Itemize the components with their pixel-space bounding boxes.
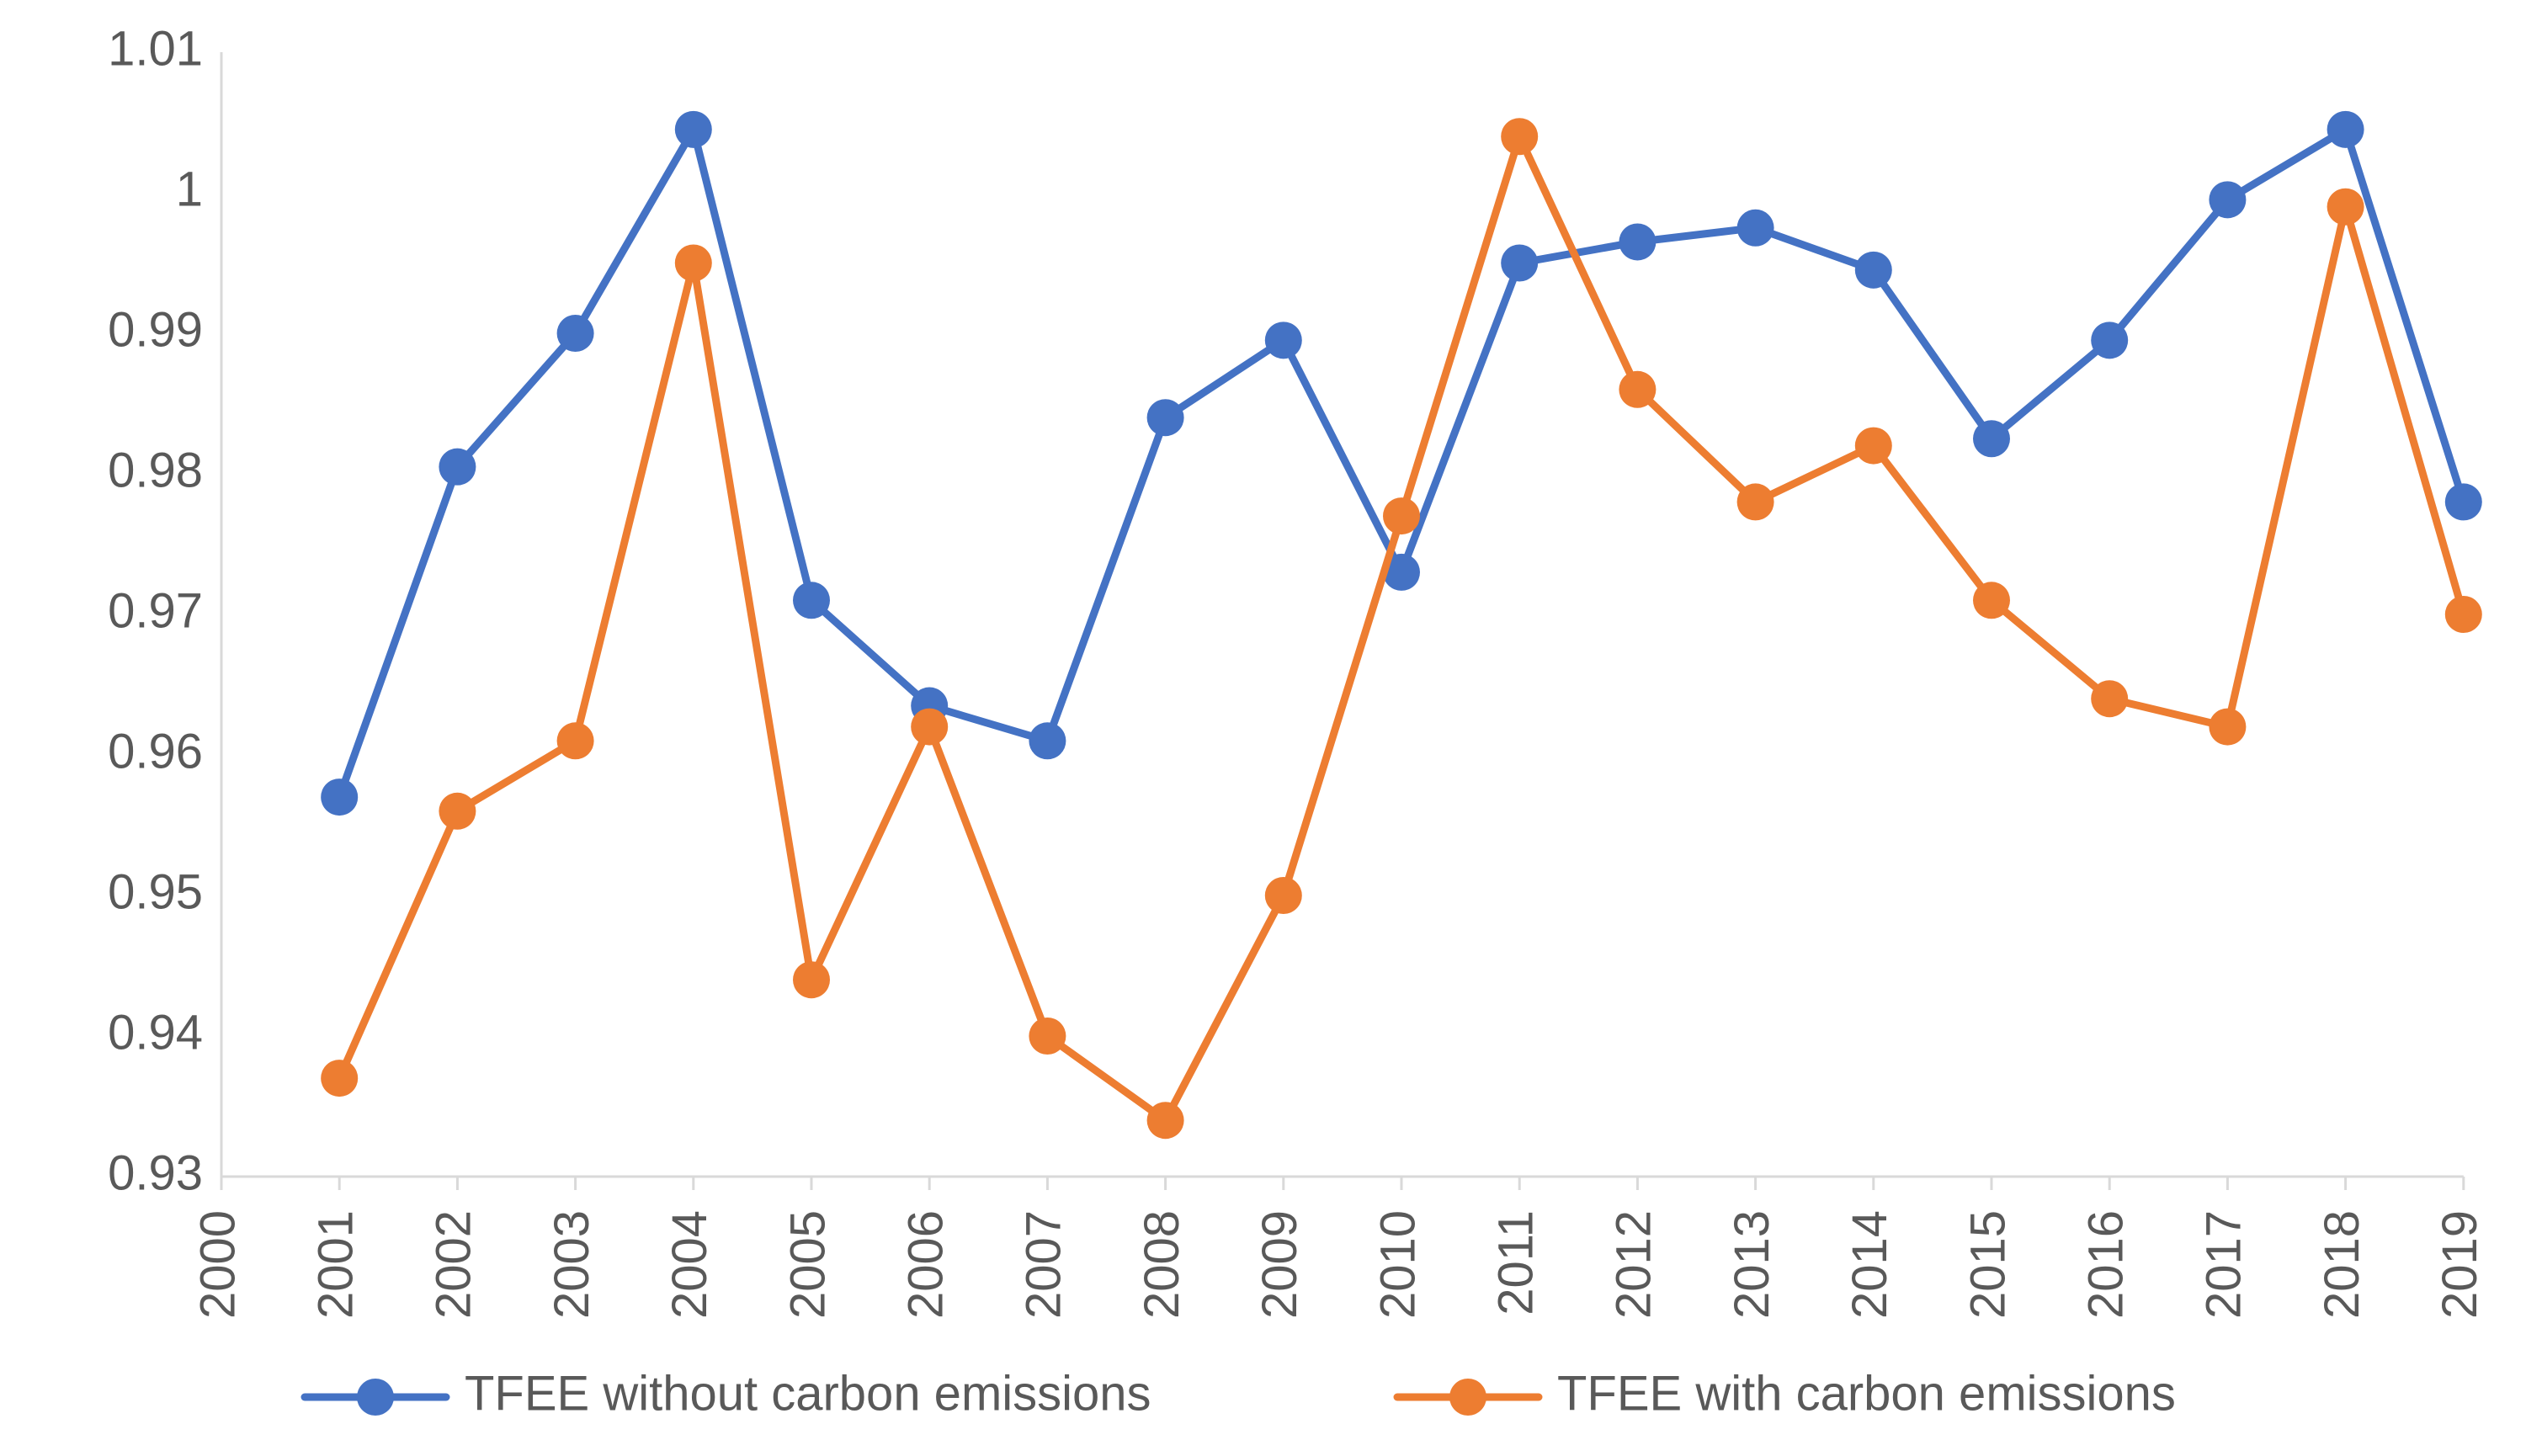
legend-marker xyxy=(357,1379,394,1416)
x-tick-label: 2013 xyxy=(1725,1210,1779,1319)
y-tick-label: 1.01 xyxy=(108,21,203,76)
data-point xyxy=(911,708,949,746)
data-point xyxy=(793,961,830,999)
y-tick-label: 0.97 xyxy=(108,583,203,638)
data-point xyxy=(1146,399,1184,437)
data-point xyxy=(2444,483,2482,521)
y-tick-label: 1 xyxy=(176,162,203,216)
x-tick-label: 2011 xyxy=(1489,1210,1544,1315)
data-point xyxy=(439,448,476,486)
data-point xyxy=(1029,1018,1066,1055)
data-point xyxy=(1501,244,1539,282)
data-point xyxy=(2091,680,2129,718)
y-tick-label: 0.94 xyxy=(108,1005,203,1060)
data-point xyxy=(556,315,594,352)
x-tick-label: 2015 xyxy=(1960,1210,2015,1319)
x-tick-label: 2007 xyxy=(1017,1210,1072,1319)
data-point xyxy=(556,722,594,760)
x-tick-label: 2012 xyxy=(1607,1210,1662,1319)
x-tick-label: 2006 xyxy=(899,1210,954,1319)
data-point xyxy=(1029,722,1066,760)
data-point xyxy=(439,792,476,830)
data-point xyxy=(1383,553,1420,591)
data-point xyxy=(2327,110,2364,148)
data-point xyxy=(1264,321,1302,359)
y-tick-label: 0.98 xyxy=(108,443,203,497)
data-point xyxy=(1264,877,1302,914)
data-point xyxy=(1383,497,1420,535)
x-tick-label: 2008 xyxy=(1135,1210,1189,1319)
data-point xyxy=(1619,370,1657,408)
data-point xyxy=(1501,118,1539,156)
x-tick-label: 2009 xyxy=(1252,1210,1307,1319)
y-tick-label: 0.99 xyxy=(108,302,203,357)
data-point xyxy=(1736,209,1774,247)
y-tick-label: 0.95 xyxy=(108,864,203,919)
data-point xyxy=(1619,223,1657,261)
data-point xyxy=(1146,1102,1184,1140)
data-point xyxy=(2444,596,2482,633)
data-point xyxy=(1973,420,2010,458)
data-point xyxy=(1736,483,1774,521)
x-tick-label: 2003 xyxy=(545,1210,599,1319)
data-point xyxy=(1973,582,2010,619)
data-point xyxy=(674,110,712,148)
x-tick-label: 2014 xyxy=(1843,1210,1897,1319)
data-point xyxy=(321,1060,359,1097)
data-point xyxy=(2209,708,2247,746)
y-tick-label: 0.96 xyxy=(108,724,203,778)
data-point xyxy=(2327,188,2364,226)
data-point xyxy=(1854,251,1892,289)
x-tick-label: 2000 xyxy=(190,1210,245,1319)
data-point xyxy=(674,244,712,282)
y-tick-label: 0.93 xyxy=(108,1145,203,1200)
axes: 0.93 0.94 0.95 0.96 0.97 0.98 0.99 1 1.01 2000 200… xyxy=(108,21,2487,1319)
x-tick-label: 2017 xyxy=(2197,1210,2252,1319)
x-tick-label: 2005 xyxy=(780,1210,835,1319)
series-2 xyxy=(321,118,2482,1140)
x-tick-label: 2002 xyxy=(427,1210,481,1319)
x-tick-label: 2018 xyxy=(2315,1210,2369,1319)
legend-label: TFEE with carbon emissions xyxy=(1557,1366,2176,1421)
series-1 xyxy=(321,110,2482,816)
data-point xyxy=(793,582,830,619)
legend-label: TFEE without carbon emissions xyxy=(465,1366,1151,1421)
x-tick-label: 2019 xyxy=(2433,1210,2487,1319)
legend-item: TFEE with carbon emissions xyxy=(1393,1366,2176,1421)
series-line xyxy=(335,132,2468,1124)
series-layer xyxy=(321,110,2482,1140)
data-point xyxy=(1854,427,1892,465)
x-tick-label: 2001 xyxy=(309,1210,364,1319)
data-point xyxy=(2091,321,2129,359)
data-point xyxy=(2209,181,2247,219)
x-tick-label: 2016 xyxy=(2079,1210,2134,1319)
series-line xyxy=(335,125,2468,801)
data-point xyxy=(321,778,359,816)
x-tick-label: 2010 xyxy=(1370,1210,1425,1319)
legend: TFEE without carbon emissions TFEE with c… xyxy=(300,1366,2176,1421)
x-tick-label: 2004 xyxy=(662,1210,717,1319)
legend-marker xyxy=(1449,1379,1486,1416)
legend-item: TFEE without carbon emissions xyxy=(300,1366,1151,1421)
